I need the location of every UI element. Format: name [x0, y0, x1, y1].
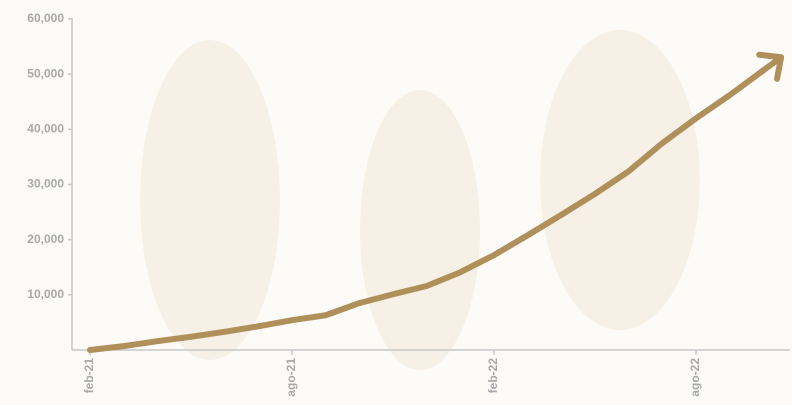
- y-tick-label: 50,000: [27, 66, 64, 80]
- x-tick-label: feb-21: [82, 358, 96, 394]
- arrow-head: [756, 51, 785, 82]
- y-tick-label: 10,000: [27, 287, 64, 301]
- line: [87, 67, 767, 353]
- y-tick-label: 40,000: [27, 122, 64, 136]
- y-tick-label: 30,000: [27, 177, 64, 191]
- y-tick-label: 60,000: [27, 11, 64, 25]
- y-tick-label: 20,000: [27, 232, 64, 246]
- x-tick-label: ago-22: [688, 358, 702, 397]
- x-tick-label: ago-21: [284, 358, 298, 397]
- x-tick-label: feb-22: [486, 358, 500, 394]
